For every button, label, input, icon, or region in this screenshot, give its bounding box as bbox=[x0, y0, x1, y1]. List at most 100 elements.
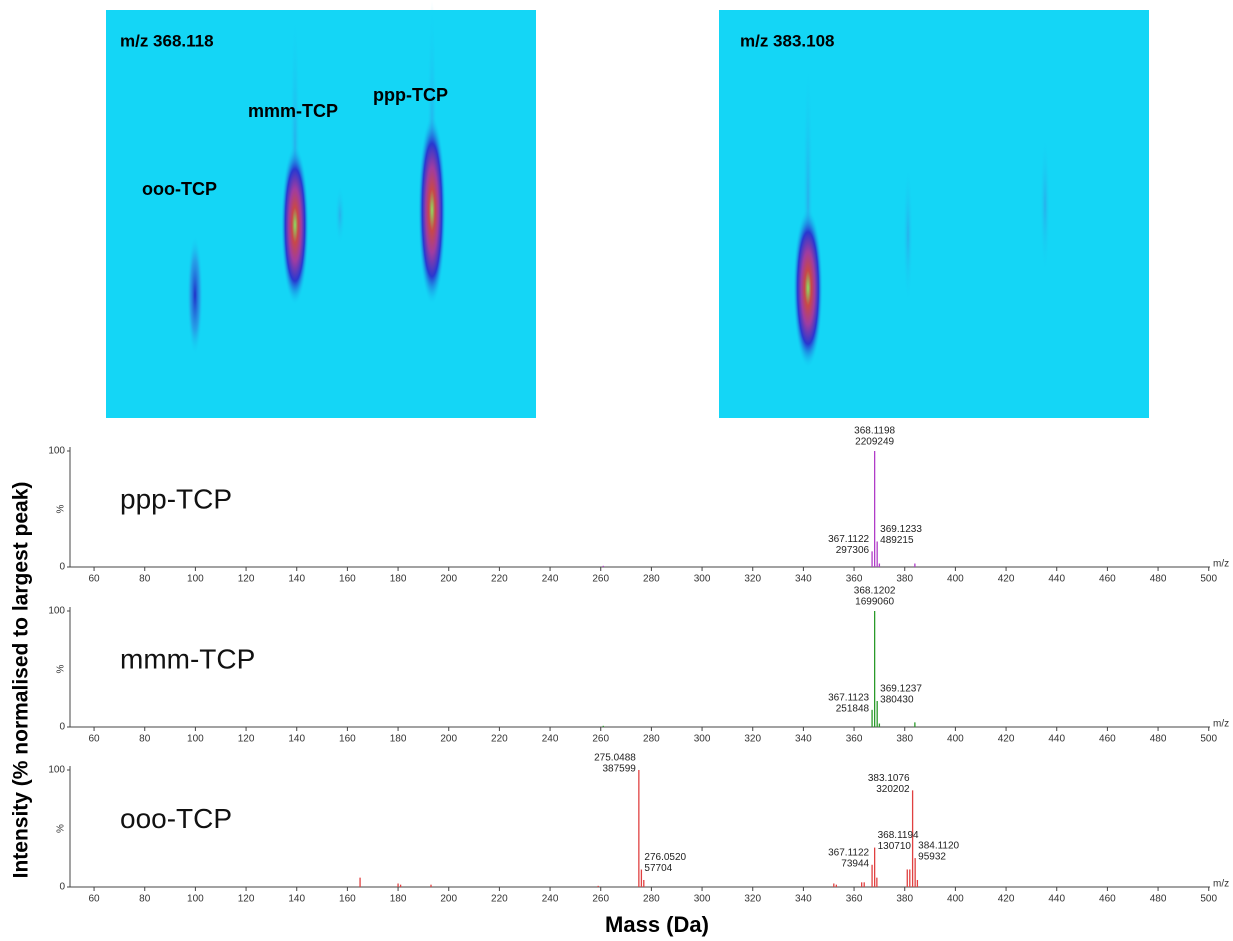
x-tick-label: 440 bbox=[1048, 574, 1065, 585]
x-tick-label: 160 bbox=[339, 734, 356, 745]
x-tick-label: 240 bbox=[542, 574, 559, 585]
heatmap-background bbox=[719, 10, 1149, 418]
x-tick-label: 340 bbox=[795, 894, 812, 905]
peak-intensity-label: 387599 bbox=[602, 764, 636, 775]
y-tick-label: 100 bbox=[48, 606, 65, 617]
peak-mz-label: 368.1194 bbox=[878, 830, 919, 841]
spectrum-name: ppp-TCP bbox=[120, 483, 232, 514]
x-tick-label: 60 bbox=[89, 894, 101, 905]
peak-mz-label: 367.1122 bbox=[828, 534, 869, 545]
x-unit: m/z bbox=[1213, 879, 1229, 890]
peak-intensity-label: 297306 bbox=[836, 545, 870, 556]
x-tick-label: 360 bbox=[846, 574, 863, 585]
peak-intensity-label: 489215 bbox=[880, 535, 914, 546]
spot bbox=[281, 145, 309, 305]
y-axis-label: % bbox=[56, 664, 67, 673]
x-tick-label: 200 bbox=[440, 734, 457, 745]
peak-mz-label: 368.1198 bbox=[854, 426, 895, 437]
x-tick-label: 400 bbox=[947, 734, 964, 745]
x-tick-label: 480 bbox=[1150, 734, 1167, 745]
x-tick-label: 300 bbox=[694, 574, 711, 585]
x-tick-label: 420 bbox=[998, 894, 1015, 905]
y-tick-label: 100 bbox=[48, 765, 65, 776]
x-tick-label: 60 bbox=[89, 574, 101, 585]
peak-mz-label: 367.1123 bbox=[828, 692, 869, 703]
x-tick-label: 100 bbox=[187, 574, 204, 585]
y-tick-label: 0 bbox=[59, 722, 65, 733]
peak-mz-label: 369.1233 bbox=[880, 524, 922, 535]
heatmap-title: m/z 383.108 bbox=[740, 31, 835, 50]
x-tick-label: 160 bbox=[339, 574, 356, 585]
x-tick-label: 340 bbox=[795, 574, 812, 585]
x-tick-label: 440 bbox=[1048, 734, 1065, 745]
peak-intensity-label: 95932 bbox=[918, 852, 946, 863]
x-tick-label: 220 bbox=[491, 574, 508, 585]
peak-mz-label: 275.0488 bbox=[594, 753, 636, 764]
x-tick-label: 140 bbox=[288, 734, 305, 745]
peak-intensity-label: 251848 bbox=[836, 703, 870, 714]
peak-mz-label: 383.1076 bbox=[868, 773, 910, 784]
x-tick-label: 300 bbox=[694, 894, 711, 905]
spot bbox=[903, 165, 913, 305]
x-tick-label: 260 bbox=[592, 734, 609, 745]
peak-mz-label: 276.0520 bbox=[644, 852, 686, 863]
compound-label: mmm-TCP bbox=[248, 101, 338, 121]
x-tick-label: 380 bbox=[896, 734, 913, 745]
heatmap-2: m/z 383.108 bbox=[719, 10, 1149, 418]
x-tick-label: 160 bbox=[339, 894, 356, 905]
x-tick-label: 220 bbox=[491, 894, 508, 905]
x-tick-label: 500 bbox=[1200, 734, 1217, 745]
heatmap-title: m/z 368.118 bbox=[120, 31, 214, 50]
x-tick-label: 340 bbox=[795, 734, 812, 745]
x-tick-label: 320 bbox=[744, 734, 761, 745]
x-tick-label: 420 bbox=[998, 574, 1015, 585]
x-tick-label: 480 bbox=[1150, 894, 1167, 905]
peak-intensity-label: 320202 bbox=[876, 784, 910, 795]
x-tick-label: 240 bbox=[542, 734, 559, 745]
x-axis-title: Mass (Da) bbox=[605, 912, 709, 937]
x-tick-label: 320 bbox=[744, 574, 761, 585]
x-tick-label: 280 bbox=[643, 894, 660, 905]
x-tick-label: 380 bbox=[896, 894, 913, 905]
peak-intensity-label: 130710 bbox=[878, 841, 912, 852]
x-unit: m/z bbox=[1213, 559, 1229, 570]
x-tick-label: 260 bbox=[592, 574, 609, 585]
x-tick-label: 240 bbox=[542, 894, 559, 905]
peak-mz-label: 369.1237 bbox=[880, 684, 922, 695]
x-tick-label: 60 bbox=[89, 734, 101, 745]
peak-intensity-label: 73944 bbox=[841, 858, 869, 869]
peak-intensity-label: 2209249 bbox=[855, 437, 894, 448]
heatmap-background bbox=[106, 10, 536, 418]
x-tick-label: 180 bbox=[390, 734, 407, 745]
x-tick-label: 80 bbox=[139, 894, 151, 905]
x-tick-label: 100 bbox=[187, 734, 204, 745]
x-tick-label: 120 bbox=[238, 574, 255, 585]
x-tick-label: 140 bbox=[288, 574, 305, 585]
y-axis-title: Intensity (% normalised to largest peak) bbox=[10, 482, 33, 879]
spot bbox=[335, 185, 345, 245]
peak-mz-label: 367.1122 bbox=[828, 847, 869, 858]
x-tick-label: 360 bbox=[846, 734, 863, 745]
y-tick-label: 0 bbox=[59, 562, 65, 573]
y-axis-label: % bbox=[56, 504, 67, 513]
x-tick-label: 480 bbox=[1150, 574, 1167, 585]
x-tick-label: 500 bbox=[1200, 574, 1217, 585]
peak-intensity-label: 380430 bbox=[880, 695, 914, 706]
x-tick-label: 280 bbox=[643, 734, 660, 745]
spot bbox=[187, 235, 203, 355]
x-tick-label: 380 bbox=[896, 574, 913, 585]
x-tick-label: 80 bbox=[139, 574, 151, 585]
peak-intensity-label: 1699060 bbox=[855, 597, 894, 608]
peak-intensity-label: 57704 bbox=[644, 863, 672, 874]
x-tick-label: 280 bbox=[643, 574, 660, 585]
x-tick-label: 180 bbox=[390, 574, 407, 585]
x-tick-label: 100 bbox=[187, 894, 204, 905]
x-tick-label: 140 bbox=[288, 894, 305, 905]
x-unit: m/z bbox=[1213, 719, 1229, 730]
y-tick-label: 0 bbox=[59, 882, 65, 893]
x-tick-label: 120 bbox=[238, 894, 255, 905]
x-tick-label: 400 bbox=[947, 894, 964, 905]
x-tick-label: 200 bbox=[440, 894, 457, 905]
x-tick-label: 300 bbox=[694, 734, 711, 745]
